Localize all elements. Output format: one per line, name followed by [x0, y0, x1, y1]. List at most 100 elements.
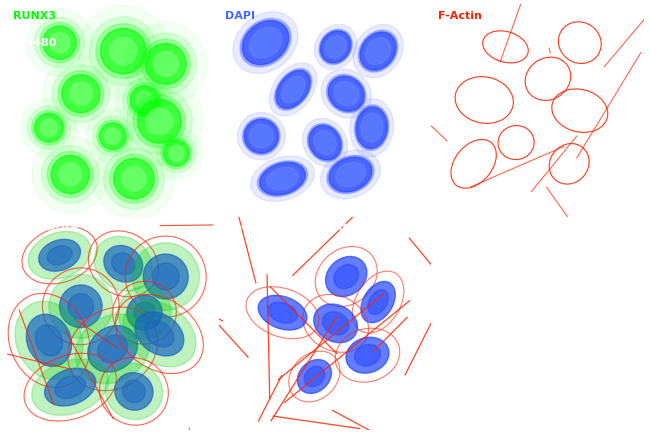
Ellipse shape: [361, 281, 395, 323]
Ellipse shape: [152, 263, 179, 290]
Circle shape: [161, 138, 192, 169]
Ellipse shape: [365, 38, 391, 65]
Ellipse shape: [354, 105, 389, 151]
Ellipse shape: [123, 301, 196, 367]
Ellipse shape: [321, 69, 371, 118]
Text: c: c: [437, 194, 447, 208]
Ellipse shape: [49, 274, 113, 339]
Circle shape: [27, 106, 71, 149]
Ellipse shape: [335, 162, 365, 187]
Circle shape: [116, 77, 203, 165]
Ellipse shape: [75, 314, 150, 384]
Ellipse shape: [240, 18, 291, 67]
Ellipse shape: [360, 32, 396, 70]
Ellipse shape: [105, 363, 162, 420]
Circle shape: [146, 108, 172, 135]
Circle shape: [70, 82, 92, 105]
Circle shape: [43, 26, 76, 59]
Circle shape: [141, 39, 190, 89]
Ellipse shape: [98, 335, 127, 363]
Ellipse shape: [268, 302, 297, 323]
Circle shape: [51, 155, 89, 194]
Circle shape: [168, 145, 184, 161]
Circle shape: [43, 56, 119, 132]
Circle shape: [20, 99, 78, 157]
Ellipse shape: [122, 380, 146, 403]
Ellipse shape: [250, 124, 273, 148]
Ellipse shape: [281, 76, 305, 103]
Ellipse shape: [368, 289, 389, 315]
Ellipse shape: [15, 301, 83, 379]
Circle shape: [127, 89, 192, 154]
Ellipse shape: [32, 359, 109, 415]
Ellipse shape: [242, 20, 289, 65]
Ellipse shape: [132, 243, 200, 310]
Ellipse shape: [322, 312, 349, 335]
Circle shape: [32, 110, 66, 145]
Circle shape: [127, 83, 162, 117]
Ellipse shape: [346, 337, 389, 373]
Ellipse shape: [350, 99, 394, 157]
Ellipse shape: [353, 24, 403, 78]
Circle shape: [26, 9, 93, 76]
Ellipse shape: [55, 376, 86, 398]
Ellipse shape: [274, 69, 312, 110]
Ellipse shape: [94, 237, 152, 291]
Ellipse shape: [258, 296, 307, 330]
Ellipse shape: [60, 285, 102, 328]
Circle shape: [114, 158, 154, 199]
Ellipse shape: [269, 63, 317, 116]
Ellipse shape: [68, 293, 94, 319]
Circle shape: [153, 52, 178, 76]
Circle shape: [32, 136, 109, 213]
Circle shape: [133, 95, 186, 148]
Ellipse shape: [127, 295, 162, 330]
Ellipse shape: [302, 118, 348, 167]
Ellipse shape: [328, 76, 364, 111]
Ellipse shape: [26, 314, 72, 366]
Circle shape: [110, 155, 158, 203]
Circle shape: [101, 28, 146, 74]
Text: b: b: [225, 194, 236, 208]
Ellipse shape: [297, 359, 332, 394]
Ellipse shape: [334, 264, 359, 289]
Ellipse shape: [134, 302, 155, 323]
Ellipse shape: [266, 168, 298, 190]
Text: No Primary antibody: No Primary antibody: [225, 224, 354, 233]
Ellipse shape: [237, 112, 285, 160]
Circle shape: [137, 99, 181, 143]
Text: RUNX3: RUNX3: [13, 11, 56, 21]
Ellipse shape: [88, 326, 138, 372]
Circle shape: [86, 109, 139, 163]
Circle shape: [77, 5, 169, 97]
Ellipse shape: [45, 368, 96, 406]
Ellipse shape: [145, 321, 174, 347]
Circle shape: [163, 140, 189, 166]
Circle shape: [122, 167, 146, 191]
Circle shape: [116, 71, 174, 129]
Text: e: e: [225, 406, 235, 421]
Ellipse shape: [143, 254, 188, 299]
Ellipse shape: [115, 372, 153, 410]
Ellipse shape: [329, 157, 372, 192]
Circle shape: [34, 17, 84, 68]
Circle shape: [58, 163, 82, 186]
Ellipse shape: [104, 246, 143, 282]
Ellipse shape: [320, 31, 351, 63]
Circle shape: [150, 127, 202, 179]
Text: a: a: [13, 194, 23, 208]
Ellipse shape: [314, 131, 336, 155]
Circle shape: [105, 128, 121, 144]
Circle shape: [157, 134, 196, 173]
Circle shape: [62, 75, 100, 113]
Ellipse shape: [326, 256, 367, 296]
Ellipse shape: [315, 24, 357, 69]
Ellipse shape: [327, 155, 374, 194]
Circle shape: [123, 79, 166, 122]
Ellipse shape: [356, 107, 387, 148]
Circle shape: [34, 113, 63, 142]
Ellipse shape: [112, 253, 135, 275]
Ellipse shape: [38, 239, 81, 271]
Circle shape: [52, 65, 109, 122]
Circle shape: [99, 123, 126, 150]
